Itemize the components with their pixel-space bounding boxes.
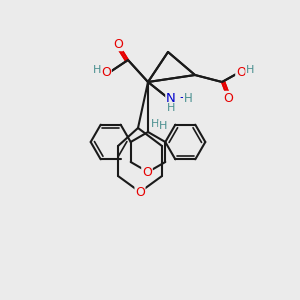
Text: O: O: [142, 166, 152, 178]
Text: O: O: [236, 65, 246, 79]
Text: H: H: [184, 92, 192, 104]
Text: O: O: [223, 92, 233, 104]
Text: O: O: [101, 65, 111, 79]
Text: O: O: [135, 185, 145, 199]
Text: O: O: [142, 166, 152, 178]
Text: H: H: [93, 65, 101, 75]
Text: -: -: [180, 92, 184, 104]
Text: -: -: [180, 92, 184, 104]
Text: H: H: [167, 103, 175, 113]
Text: H: H: [159, 121, 167, 131]
Text: O: O: [236, 65, 246, 79]
Text: H: H: [246, 65, 254, 75]
Text: H: H: [151, 119, 159, 129]
Text: H: H: [246, 65, 254, 75]
Text: N: N: [166, 92, 176, 104]
Text: N: N: [166, 92, 176, 104]
Text: H: H: [93, 65, 101, 75]
Text: O: O: [101, 65, 111, 79]
Text: H: H: [184, 92, 192, 104]
Text: H: H: [167, 103, 175, 113]
Text: O: O: [223, 92, 233, 104]
Text: O: O: [113, 38, 123, 50]
Text: O: O: [113, 38, 123, 50]
